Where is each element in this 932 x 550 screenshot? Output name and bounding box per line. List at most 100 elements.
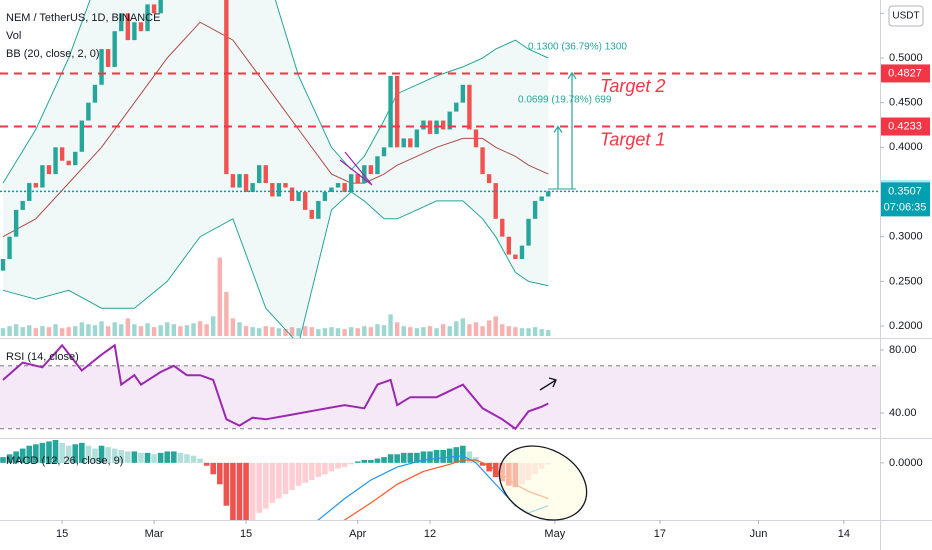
volume-bar — [421, 327, 426, 336]
price-box — [881, 64, 930, 83]
macd-histogram-bar — [407, 452, 414, 463]
candle — [322, 192, 328, 201]
macd-histogram-bar — [433, 450, 440, 463]
candle — [112, 31, 117, 67]
unit-box — [888, 5, 924, 27]
macd-histogram-bar — [328, 462, 335, 472]
volume-bar — [230, 318, 236, 336]
volume-bar — [20, 327, 25, 336]
macd-histogram-bar — [361, 460, 368, 463]
volume-bar — [112, 322, 117, 336]
price-box-label: 0.4233 — [888, 120, 922, 132]
macd-histogram-bar — [414, 452, 420, 463]
volume-bar — [329, 327, 334, 336]
volume-bar — [27, 325, 32, 336]
candle — [440, 120, 446, 130]
volume-legend: Vol — [6, 30, 21, 42]
volume-bar — [447, 326, 452, 336]
measure-arrow-head — [553, 125, 563, 133]
volume-bar — [434, 328, 439, 336]
volume-bar — [211, 316, 216, 336]
volume-bar — [316, 329, 321, 336]
y-tick-label: 0.0000 — [889, 457, 923, 469]
price-pane — [0, 0, 880, 338]
candle — [414, 129, 420, 148]
macd-histogram-bar — [184, 454, 190, 463]
volume-bar — [506, 326, 512, 336]
macd-histogram-bar — [230, 462, 236, 520]
candle — [513, 254, 518, 260]
macd-histogram-bar — [164, 451, 171, 463]
volume-bar — [53, 324, 58, 336]
macd-histogram-bar — [33, 444, 39, 463]
volume-bar — [270, 327, 275, 336]
candle — [362, 165, 367, 184]
candle — [355, 174, 360, 184]
macd-circle — [498, 445, 588, 521]
macd-histogram-bar — [341, 462, 348, 468]
volume-bar — [408, 327, 413, 336]
volume-bar — [171, 324, 177, 336]
macd-histogram-bar — [387, 454, 394, 463]
volume-bar — [165, 322, 170, 336]
rsi-band — [0, 365, 880, 429]
candle — [46, 165, 52, 175]
y-tick-label: 0.5000 — [889, 52, 923, 64]
target-label: Target 2 — [600, 76, 665, 96]
candle — [493, 183, 498, 219]
candle — [7, 236, 12, 260]
macd-histogram-bar — [105, 447, 111, 463]
volume-bar — [99, 321, 104, 336]
macd-histogram-bar — [13, 451, 19, 463]
volume-bar — [105, 326, 111, 336]
candle — [145, 4, 150, 32]
bb-line — [2, 0, 549, 184]
macd-histogram-bar — [203, 462, 210, 466]
volume-bar — [335, 328, 341, 336]
last-price-label: 0.3507 — [888, 185, 922, 197]
candle — [276, 183, 282, 197]
macd-histogram-bar — [65, 445, 72, 463]
macd-histogram-bar — [479, 462, 486, 466]
macd-histogram-bar — [157, 452, 164, 463]
volume-bar — [473, 322, 479, 336]
volume-bar — [513, 327, 518, 336]
candle — [66, 160, 71, 166]
candle — [243, 174, 249, 193]
volume-bar — [394, 322, 400, 336]
volume-bar — [460, 318, 466, 336]
macd-histogram-bar — [210, 462, 217, 475]
candle — [539, 196, 544, 201]
volume-bar — [388, 314, 393, 336]
rsi-pane — [0, 343, 880, 431]
volume-bar — [0, 328, 6, 336]
macd-histogram-bar — [308, 462, 315, 480]
candle — [467, 84, 472, 130]
rsi-title: RSI (14, close) — [6, 351, 79, 363]
candle — [138, 22, 144, 32]
volume-bar — [454, 321, 459, 336]
x-tick-label: 15 — [56, 528, 68, 540]
macd-histogram-bar — [125, 451, 131, 463]
candle — [257, 165, 262, 184]
candle — [132, 22, 137, 41]
volume-bar — [119, 324, 124, 336]
macd-histogram-bar — [262, 462, 269, 509]
candle — [302, 192, 308, 210]
macd-histogram-bar — [256, 462, 263, 513]
volume-bar — [486, 320, 492, 336]
x-tick-label: Jun — [750, 528, 768, 540]
volume-bar — [158, 325, 163, 336]
volume-bar — [414, 328, 420, 336]
macd-histogram-bar — [190, 455, 197, 463]
candle — [427, 120, 433, 134]
volume-bar — [257, 328, 262, 336]
volume-bar — [243, 326, 249, 336]
macd-histogram-bar — [197, 458, 203, 463]
macd-histogram-bar — [151, 454, 157, 463]
unit-label: USDT — [892, 11, 919, 22]
volume-bar — [532, 327, 538, 336]
measure-label: 0.0699 (19.78%) 699 — [518, 95, 612, 106]
candle — [59, 147, 65, 161]
